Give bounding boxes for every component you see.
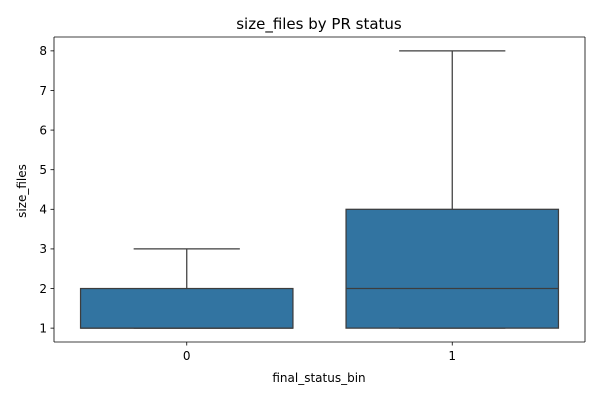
chart-title: size_files by PR status: [236, 15, 402, 34]
plot-area: 1 2 3 4 5 6 7 8 0 1: [39, 36, 586, 363]
y-tick-label: 6: [39, 123, 47, 137]
box-group-0: [79, 248, 294, 329]
x-axis-label: final_status_bin: [272, 371, 365, 385]
y-tick-label: 2: [39, 282, 47, 296]
y-tick-label: 4: [39, 203, 47, 217]
y-tick-label: 3: [39, 242, 47, 256]
box-iqr: [79, 287, 294, 329]
box-group-1: [345, 50, 560, 329]
y-tick-label: 7: [39, 84, 47, 98]
y-tick-label: 8: [39, 44, 47, 58]
y-axis-label: size_files: [15, 164, 29, 218]
x-tick-label: 1: [448, 349, 456, 363]
y-tick-label: 5: [39, 163, 47, 177]
y-tick-label: 1: [39, 321, 47, 335]
x-tick-label: 0: [183, 349, 191, 363]
box-iqr: [345, 208, 560, 329]
